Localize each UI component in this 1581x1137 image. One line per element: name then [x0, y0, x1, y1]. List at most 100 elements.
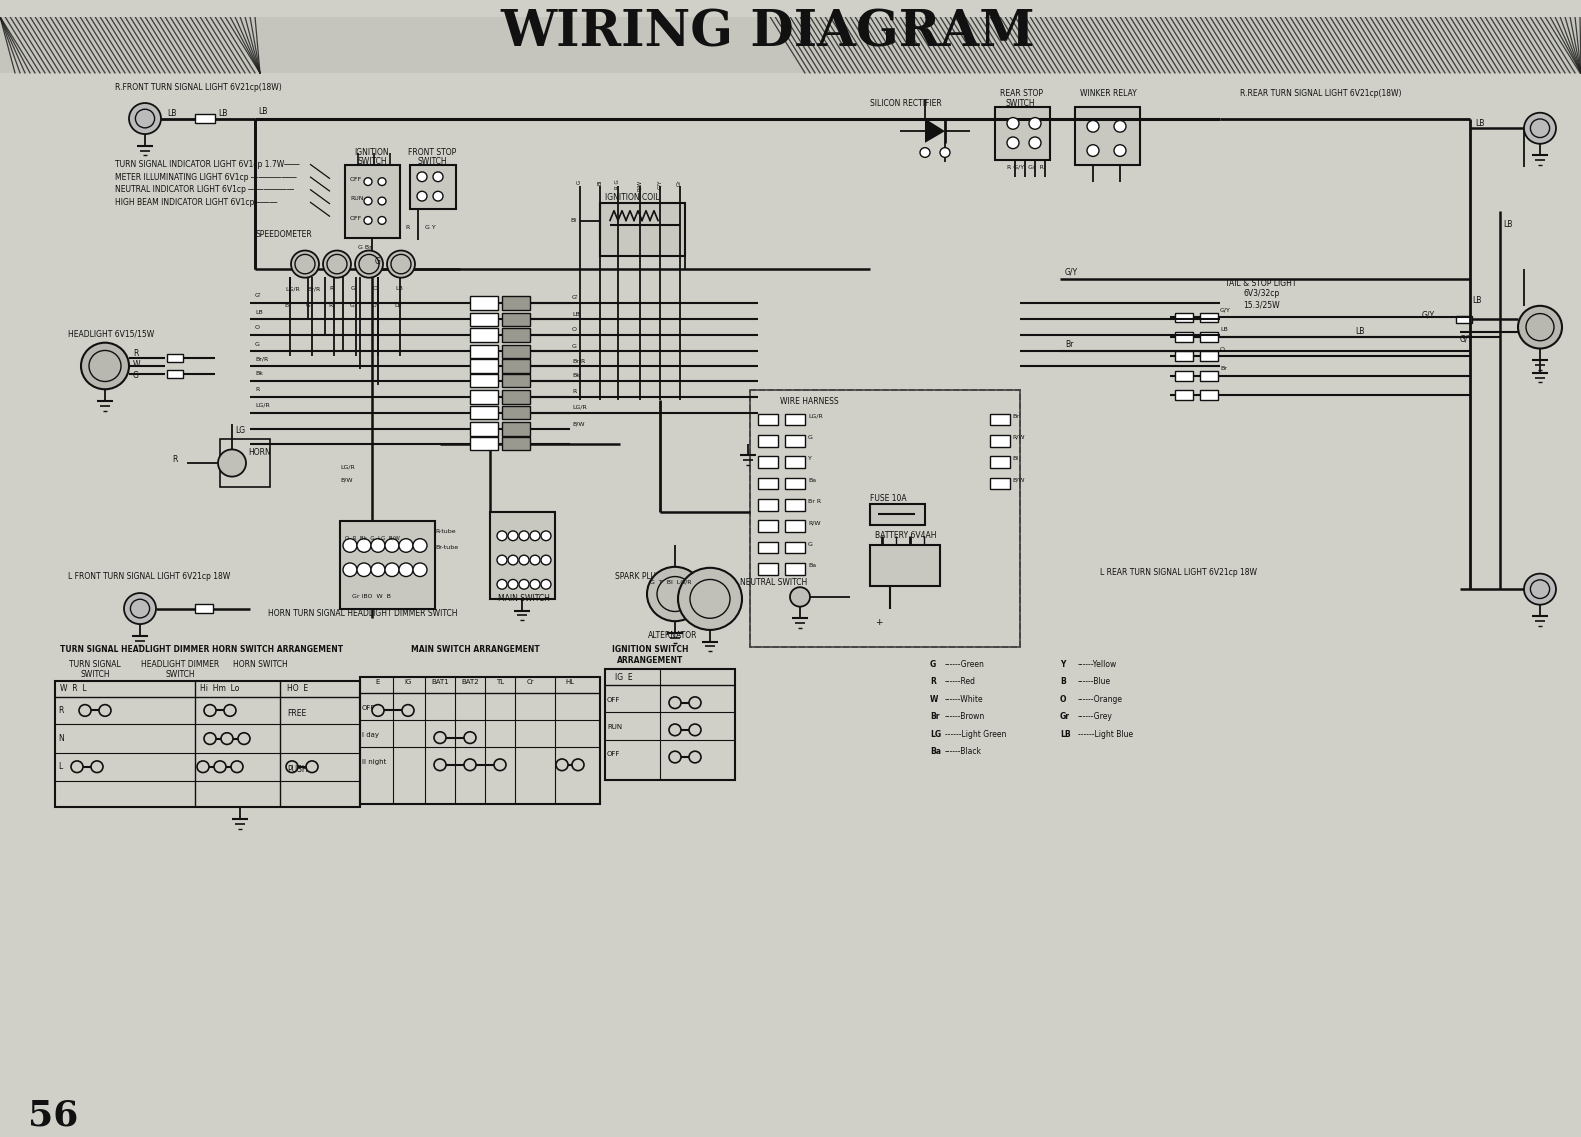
Circle shape	[1524, 574, 1556, 605]
Bar	[994, 107, 1050, 160]
Bar	[870, 504, 925, 525]
Text: LB: LB	[255, 309, 262, 315]
Bar	[786, 541, 805, 554]
Bar	[757, 414, 778, 425]
Text: Ba: Ba	[930, 747, 941, 756]
Bar	[757, 478, 778, 489]
Text: HIGH BEAM INDICATOR LIGHT 6V1cp―――: HIGH BEAM INDICATOR LIGHT 6V1cp―――	[115, 198, 277, 207]
Text: R: R	[58, 706, 63, 714]
Text: IGNITION: IGNITION	[354, 148, 389, 157]
Circle shape	[433, 191, 443, 201]
Text: G: G	[307, 302, 310, 308]
Bar	[1456, 316, 1472, 323]
Bar	[990, 414, 1010, 425]
Circle shape	[508, 531, 519, 541]
Circle shape	[496, 580, 508, 589]
Circle shape	[378, 177, 386, 185]
Text: MAIN SWITCH ARRANGEMENT: MAIN SWITCH ARRANGEMENT	[411, 646, 539, 655]
Text: HEADLIGHT 6V15/15W: HEADLIGHT 6V15/15W	[68, 329, 155, 338]
Bar	[786, 414, 805, 425]
Bar	[0, 17, 1581, 73]
Circle shape	[357, 539, 372, 553]
Bar	[1200, 313, 1217, 322]
Bar	[345, 165, 400, 238]
Bar	[220, 439, 270, 488]
Text: HL: HL	[566, 680, 574, 686]
Text: Y: Y	[1059, 659, 1066, 669]
Text: R.FRONT TURN SIGNAL LIGHT 6V21cp(18W): R.FRONT TURN SIGNAL LIGHT 6V21cp(18W)	[115, 83, 281, 92]
Text: ------Yellow: ------Yellow	[1078, 659, 1118, 669]
Circle shape	[387, 250, 414, 277]
Bar	[1200, 371, 1217, 381]
Text: ------White: ------White	[945, 695, 983, 704]
Text: G: G	[572, 343, 577, 349]
Circle shape	[941, 148, 950, 157]
Circle shape	[1029, 117, 1040, 130]
Text: G: G	[577, 180, 582, 184]
Text: G/Y: G/Y	[1066, 267, 1078, 276]
Circle shape	[343, 539, 357, 553]
Text: HO  E: HO E	[288, 684, 308, 694]
Text: O: O	[255, 325, 259, 330]
Text: 56: 56	[28, 1098, 79, 1132]
Text: LB: LB	[1475, 118, 1485, 127]
Text: Gr: Gr	[677, 180, 681, 186]
Text: IG: IG	[405, 680, 411, 686]
Text: PUSH: PUSH	[288, 765, 308, 774]
Bar	[757, 434, 778, 447]
Circle shape	[519, 555, 530, 565]
Bar	[470, 437, 498, 450]
Text: B/W: B/W	[572, 422, 585, 426]
Text: G/Y: G/Y	[658, 180, 662, 189]
Text: TURN SIGNAL INDICATOR LIGHT 6V1cp 1.7W――: TURN SIGNAL INDICATOR LIGHT 6V1cp 1.7W――	[115, 160, 299, 169]
Bar	[757, 499, 778, 511]
Text: LB: LB	[572, 312, 580, 316]
Bar	[503, 390, 530, 404]
Text: O: O	[372, 302, 376, 308]
Text: IG  E: IG E	[615, 673, 632, 681]
Circle shape	[530, 580, 541, 589]
Text: R: R	[572, 389, 575, 395]
Text: G/Y: G/Y	[1421, 310, 1436, 319]
Circle shape	[378, 216, 386, 224]
Text: SPEEDOMETER: SPEEDOMETER	[255, 230, 311, 239]
Text: G: G	[930, 659, 936, 669]
Text: L REAR TURN SIGNAL LIGHT 6V21cp 18W: L REAR TURN SIGNAL LIGHT 6V21cp 18W	[1100, 567, 1257, 576]
Circle shape	[1088, 144, 1099, 157]
Text: METER ILLUMINATING LIGHT 6V1cp ――――――: METER ILLUMINATING LIGHT 6V1cp ――――――	[115, 173, 297, 182]
Bar	[749, 390, 1020, 647]
Circle shape	[496, 555, 508, 565]
Text: LB: LB	[1221, 327, 1228, 332]
Text: OFF: OFF	[362, 705, 375, 711]
Text: 6V3/32cp: 6V3/32cp	[1243, 289, 1279, 298]
Bar	[503, 422, 530, 435]
Bar	[470, 390, 498, 404]
Text: ------Red: ------Red	[945, 678, 975, 687]
Circle shape	[541, 531, 552, 541]
Circle shape	[372, 539, 386, 553]
Bar	[55, 681, 360, 807]
Bar	[601, 204, 685, 256]
Bar	[409, 165, 455, 209]
Text: SWITCH: SWITCH	[1006, 99, 1034, 108]
Text: OFF: OFF	[607, 752, 620, 757]
Circle shape	[1115, 121, 1126, 132]
Bar	[360, 678, 601, 804]
Bar	[168, 355, 183, 362]
Text: R: R	[327, 302, 332, 308]
Text: IGNITION COIL: IGNITION COIL	[606, 193, 659, 202]
Circle shape	[647, 567, 704, 621]
Bar	[757, 541, 778, 554]
Text: Ba: Ba	[808, 478, 816, 482]
Text: G  T  Bl  LG/R: G T Bl LG/R	[650, 580, 691, 584]
Bar	[340, 521, 435, 608]
Text: LG/R: LG/R	[285, 287, 300, 291]
Text: Br R: Br R	[808, 499, 821, 504]
Text: RUN: RUN	[607, 724, 623, 730]
Bar	[786, 456, 805, 467]
Circle shape	[81, 342, 130, 389]
Text: IGNITION SWITCH: IGNITION SWITCH	[612, 646, 688, 655]
Text: SWITCH: SWITCH	[164, 670, 194, 679]
Text: OFF: OFF	[607, 697, 620, 703]
Text: Br: Br	[930, 713, 939, 721]
